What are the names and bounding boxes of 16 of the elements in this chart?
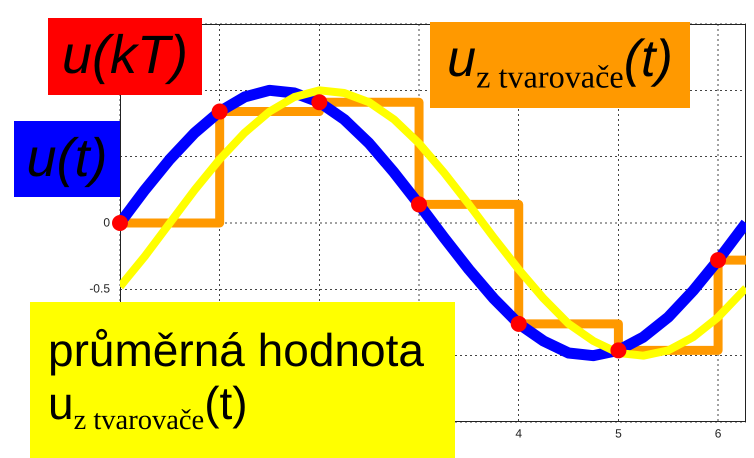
y-tick-label: 0 [103, 215, 110, 230]
legend-label: u$_{z tvarovače}$(t) [446, 29, 674, 96]
x-tick-label: 6 [714, 426, 722, 441]
point [112, 215, 128, 231]
point [710, 252, 726, 268]
point [212, 104, 228, 120]
point [411, 196, 428, 212]
legend-label: u(t) [26, 127, 108, 190]
point [311, 94, 328, 110]
point [510, 316, 527, 332]
y-tick-label: -0.5 [89, 282, 110, 296]
point [610, 342, 626, 358]
legend-label: u(kT) [61, 24, 189, 87]
x-tick-label: 4 [515, 426, 522, 441]
x-tick-label: 5 [615, 426, 622, 441]
series-label: průměrná hodnota u$_{z tvarovače}$(t) [30, 302, 455, 458]
